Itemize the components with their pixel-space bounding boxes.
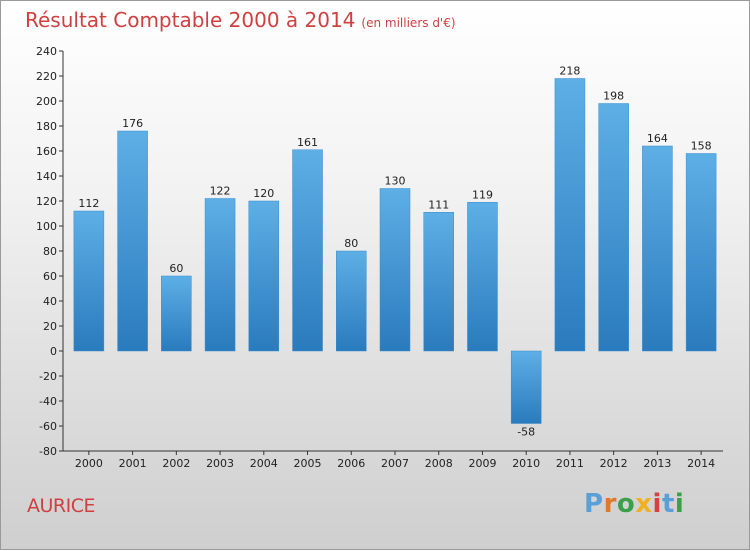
logo-letter: o	[616, 489, 636, 519]
bar-2002	[161, 275, 192, 352]
bar-2005	[292, 149, 323, 352]
y-tick-label: 120	[36, 195, 57, 208]
value-label-2008: 111	[428, 198, 449, 211]
y-tick-label: 20	[43, 320, 57, 333]
y-tick-label: 80	[43, 245, 57, 258]
bar-2014	[685, 153, 717, 352]
x-tick-label: 2004	[250, 457, 278, 470]
y-tick-label: 60	[43, 270, 57, 283]
x-tick-label: 2002	[162, 457, 190, 470]
value-label-2009: 119	[472, 188, 493, 201]
value-label-2014: 158	[691, 140, 712, 153]
bar-2009	[467, 202, 498, 352]
y-tick-label: 240	[36, 45, 57, 58]
bar-2008	[423, 212, 454, 352]
title-text: Résultat Comptable 2000 à 2014	[25, 8, 356, 32]
y-tick-label: -80	[39, 445, 57, 458]
y-tick-label: 160	[36, 145, 57, 158]
x-tick-label: 2008	[425, 457, 453, 470]
y-tick-label: -20	[39, 370, 57, 383]
y-tick-label: -40	[39, 395, 57, 408]
value-label-2013: 164	[647, 132, 668, 145]
x-tick-label: 2013	[643, 457, 671, 470]
logo-letter: x	[635, 489, 653, 519]
x-tick-label: 2014	[687, 457, 715, 470]
x-tick-label: 2003	[206, 457, 234, 470]
value-label-2012: 198	[603, 90, 624, 103]
y-tick-label: 200	[36, 95, 57, 108]
logo-letter: P	[584, 489, 604, 519]
value-label-2010: -58	[517, 426, 535, 439]
x-tick-label: 2001	[119, 457, 147, 470]
title-unit: (en milliers d'€)	[361, 16, 456, 30]
x-tick-label: 2006	[337, 457, 365, 470]
value-label-2001: 176	[122, 117, 143, 130]
x-tick-label: 2009	[468, 457, 496, 470]
value-label-2003: 122	[210, 185, 231, 198]
logo-letter: i	[674, 489, 685, 519]
value-label-2002: 60	[169, 262, 183, 275]
x-tick-label: 2010	[512, 457, 540, 470]
y-tick-label: 180	[36, 120, 57, 133]
bar-2000	[73, 210, 105, 352]
logo-letter: i	[652, 489, 662, 519]
bar-2012	[598, 103, 629, 352]
bar-2001	[117, 130, 148, 352]
value-label-2007: 130	[385, 175, 406, 188]
x-tick-label: 2012	[600, 457, 628, 470]
value-label-2006: 80	[344, 237, 358, 250]
y-tick-label: 140	[36, 170, 57, 183]
y-tick-label: -60	[39, 420, 57, 433]
bar-2006	[336, 250, 367, 352]
logo-letter: t	[661, 489, 675, 519]
value-label-2005: 161	[297, 136, 318, 149]
x-tick-label: 2000	[75, 457, 103, 470]
y-tick-label: 100	[36, 220, 57, 233]
bar-2003	[204, 198, 236, 352]
y-tick-label: 220	[36, 70, 57, 83]
bar-2004	[248, 200, 280, 352]
value-label-2000: 112	[78, 197, 99, 210]
logo-letter: r	[603, 489, 617, 519]
value-label-2011: 218	[559, 65, 580, 78]
bar-2007	[379, 188, 411, 352]
y-tick-label: 0	[50, 345, 57, 358]
bar-2011	[554, 78, 586, 352]
x-tick-label: 2005	[294, 457, 322, 470]
bar-2010	[510, 350, 542, 424]
commune-name: AURICE	[27, 495, 95, 517]
proxiti-logo: Proxiti	[584, 489, 684, 519]
chart-title: Résultat Comptable 2000 à 2014 (en millie…	[25, 8, 456, 32]
x-tick-label: 2007	[381, 457, 409, 470]
y-tick-label: 40	[43, 295, 57, 308]
value-label-2004: 120	[253, 187, 274, 200]
x-tick-label: 2011	[556, 457, 584, 470]
bar-2013	[642, 145, 673, 352]
